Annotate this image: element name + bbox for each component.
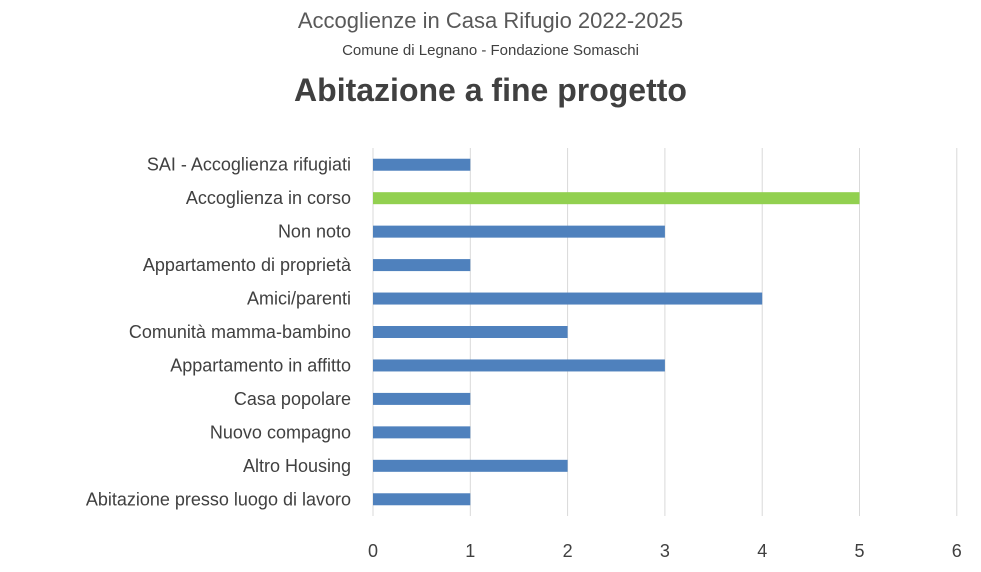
x-tick-label-5: 5 <box>854 541 864 561</box>
category-label-4: Amici/parenti <box>247 289 351 309</box>
x-tick-label-6: 6 <box>952 541 962 561</box>
bar-5 <box>373 326 568 338</box>
category-label-7: Casa popolare <box>234 389 351 409</box>
category-label-1: Accoglienza in corso <box>186 188 351 208</box>
category-label-2: Non noto <box>278 222 351 242</box>
bar-4 <box>373 292 763 305</box>
bar-0 <box>373 158 471 171</box>
category-label-10: Abitazione presso luogo di lavoro <box>86 489 351 509</box>
category-label-5: Comunità mamma-bambino <box>129 322 351 342</box>
category-label-3: Appartamento di proprietà <box>143 255 352 275</box>
bar-10 <box>373 493 471 506</box>
category-label-0: SAI - Accoglienza rifugiati <box>147 155 351 175</box>
bar-8 <box>373 426 471 439</box>
bar-6 <box>373 359 665 372</box>
chart-subtitle: Comune di Legnano - Fondazione Somaschi <box>342 42 639 59</box>
chart-title: Accoglienze in Casa Rifugio 2022-2025 <box>297 8 684 33</box>
bar-3 <box>373 259 471 272</box>
chart-heading: Abitazione a fine progetto <box>294 72 687 108</box>
bar-9 <box>373 459 568 472</box>
bar-2 <box>373 225 665 238</box>
x-tick-label-4: 4 <box>757 541 767 561</box>
x-tick-label-0: 0 <box>368 541 378 561</box>
category-label-6: Appartamento in affitto <box>170 355 351 375</box>
category-label-8: Nuovo compagno <box>210 422 351 442</box>
x-tick-label-2: 2 <box>563 541 573 561</box>
x-tick-label-1: 1 <box>465 541 475 561</box>
bar-1 <box>373 192 860 205</box>
bar-7 <box>373 392 471 405</box>
x-tick-label-3: 3 <box>660 541 670 561</box>
category-label-9: Altro Housing <box>243 456 351 476</box>
